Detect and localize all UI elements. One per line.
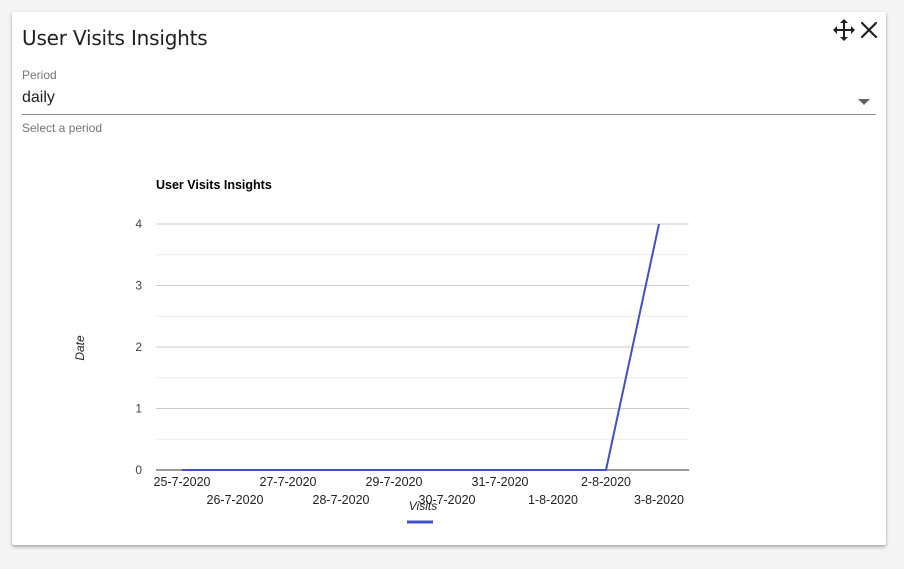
x-tick-label: 25-7-2020: [154, 475, 211, 489]
period-label: Period: [22, 68, 57, 82]
chart-area: User Visits Insights 0 1 2 3 4 25-7-2020 26-7…: [22, 135, 822, 533]
card-title: User Visits Insights: [22, 26, 208, 50]
chart-title: User Visits Insights: [156, 178, 272, 192]
x-tick-label: 31-7-2020: [472, 475, 529, 489]
x-tick-label: 28-7-2020: [313, 493, 370, 507]
line-chart: User Visits Insights 0 1 2 3 4 25-7-2020 26-7…: [73, 178, 689, 524]
y-tick-label: 1: [135, 402, 142, 416]
dropdown-arrow-icon[interactable]: [858, 93, 870, 111]
x-tick-label: 1-8-2020: [528, 493, 578, 507]
x-tick-label: 29-7-2020: [366, 475, 423, 489]
period-helper-text: Select a period: [22, 121, 103, 135]
y-tick-label: 2: [135, 340, 142, 354]
visits-insights-card: User Visits Insights Period daily Select…: [12, 12, 886, 545]
period-select[interactable]: daily: [22, 86, 876, 115]
y-tick-label: 0: [135, 463, 142, 477]
y-axis-label: Date: [73, 335, 87, 361]
y-tick-label: 4: [135, 217, 142, 231]
series-line: [182, 223, 660, 471]
period-select-value[interactable]: daily: [22, 89, 55, 106]
x-tick-label: 26-7-2020: [207, 493, 264, 507]
x-axis-label: Visits: [409, 499, 437, 513]
x-tick-label: 27-7-2020: [260, 475, 317, 489]
x-tick-label: 30-7-2020: [419, 493, 476, 507]
y-tick-label: 3: [135, 279, 142, 293]
close-icon[interactable]: [857, 18, 881, 42]
x-tick-label: 3-8-2020: [634, 493, 684, 507]
move-arrows-icon[interactable]: [832, 18, 856, 42]
x-tick-label: 2-8-2020: [581, 475, 631, 489]
